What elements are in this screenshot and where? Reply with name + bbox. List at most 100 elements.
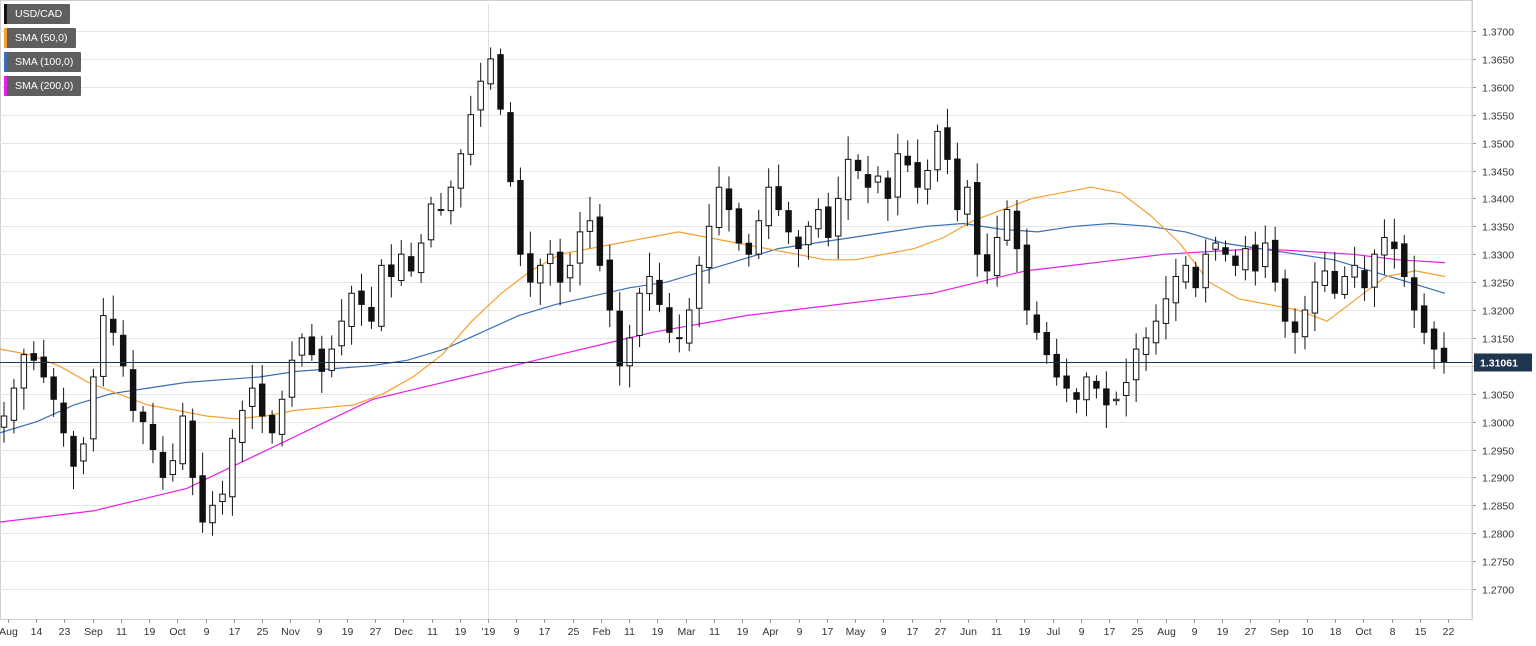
y-tick-label: 1.3550 (1482, 111, 1514, 123)
candle-bear (1023, 244, 1031, 311)
x-tick-label: 27 (1245, 626, 1257, 638)
legend-item-sma50[interactable]: SMA (50,0) (4, 28, 76, 48)
candle-bull (288, 359, 296, 398)
legend-label: SMA (100,0) (15, 56, 74, 68)
candle-bear (407, 256, 415, 272)
x-tick-label: 9 (881, 626, 887, 638)
candle-bull (1132, 348, 1140, 381)
candle-bull (815, 209, 822, 230)
candle-bear (268, 414, 276, 434)
candle-bull (576, 231, 584, 264)
y-tick-label: 1.3600 (1482, 83, 1514, 95)
candle-bear (358, 290, 365, 305)
candle-bull (1242, 248, 1249, 271)
candle-bull (219, 493, 226, 503)
candle-bear (854, 159, 862, 171)
candle-bear (1103, 388, 1110, 406)
legend-item-usdcad[interactable]: USD/CAD (4, 4, 71, 24)
x-tick-label: 11 (991, 626, 1002, 638)
x-tick-label: 22 (1443, 626, 1455, 638)
candle-bull (229, 437, 236, 498)
x-tick-label: 27 (370, 626, 382, 638)
candle-bear (1013, 210, 1021, 250)
x-tick-label: 19 (1217, 626, 1229, 638)
candle-bear (368, 306, 375, 322)
candle-bear (1401, 243, 1408, 278)
legend-item-sma100[interactable]: SMA (100,0) (4, 52, 82, 72)
y-tick-label: 1.3700 (1482, 27, 1514, 39)
sma-lines (0, 186, 1446, 523)
y-tick-label: 1.3000 (1482, 418, 1514, 430)
y-tick-label: 1.3500 (1482, 139, 1514, 151)
x-tick-label: 10 (1302, 626, 1314, 638)
candle-bull (457, 153, 465, 189)
x-tick-label: Oct (1355, 626, 1371, 638)
x-tick-label: Sep (1270, 626, 1289, 638)
candle-bull (477, 80, 484, 111)
legend-label: SMA (200,0) (15, 80, 74, 92)
y-tick-label: 1.2800 (1482, 529, 1514, 541)
candle-bear (110, 318, 117, 333)
candle-bear (119, 334, 127, 367)
y-tick-label: 1.3300 (1482, 250, 1514, 262)
candle-bear (1440, 347, 1448, 363)
candle-bull (90, 376, 97, 440)
y-tick-label: 1.3400 (1482, 194, 1514, 206)
candle-bull (1182, 264, 1190, 283)
x-tick-label: 8 (1390, 626, 1396, 638)
x-tick-label: 11 (427, 626, 438, 638)
candle-bull (487, 58, 494, 85)
x-tick-label: 9 (514, 626, 520, 638)
y-tick-label: 1.3050 (1482, 390, 1514, 402)
candle-bull (646, 276, 653, 295)
candle-bear (1192, 266, 1199, 289)
x-tick-label: 25 (1132, 626, 1144, 638)
candle-bear (129, 369, 137, 411)
candle-bear (745, 242, 753, 255)
candle-bear (70, 435, 77, 467)
candle-bull (169, 460, 177, 476)
candle-bear (1331, 270, 1338, 294)
x-tick-label: 19 (652, 626, 664, 638)
candle-bull (1311, 281, 1319, 314)
candle-bull (586, 220, 594, 232)
candle-bear (1093, 380, 1100, 389)
legend-item-sma200[interactable]: SMA (200,0) (4, 76, 82, 96)
candle-bull (1162, 298, 1170, 324)
candle-bull (1341, 276, 1348, 295)
last-price-box (1474, 353, 1532, 372)
y-tick-label: 1.3450 (1482, 167, 1514, 179)
candle-bull (348, 292, 355, 327)
candle-bear (507, 112, 514, 183)
x-tick-label: 25 (257, 626, 269, 638)
candle-bear (1361, 270, 1368, 289)
sma50-line (0, 186, 1446, 420)
candle-bear (30, 353, 38, 361)
candle-bull (249, 387, 256, 407)
candle-bull (378, 264, 385, 327)
candle-bull (924, 170, 931, 190)
candle-bull (467, 114, 474, 155)
x-tick-label: 14 (31, 626, 43, 638)
candle-bull (179, 415, 186, 465)
candle-bear (1033, 314, 1041, 333)
candle-bull (993, 236, 1001, 277)
candle-bear (1053, 353, 1060, 378)
candle-bear (556, 251, 564, 283)
legend-label: USD/CAD (15, 8, 63, 20)
sma200-line (0, 247, 1446, 523)
legend: USD/CAD SMA (50,0) SMA (100,0) SMA (200,… (4, 4, 82, 100)
candle-bear (1252, 244, 1259, 272)
candle-bear (1043, 332, 1050, 356)
candle-bear (904, 155, 911, 166)
candle-bull (298, 337, 306, 356)
legend-swatch (4, 76, 7, 96)
candle-bull (447, 186, 455, 212)
y-tick-label: 1.2850 (1482, 501, 1514, 513)
x-tick-label: 17 (822, 626, 834, 638)
candle-bear (1232, 255, 1239, 266)
candle-bear (974, 182, 981, 255)
y-tick-label: 1.2750 (1482, 557, 1514, 569)
